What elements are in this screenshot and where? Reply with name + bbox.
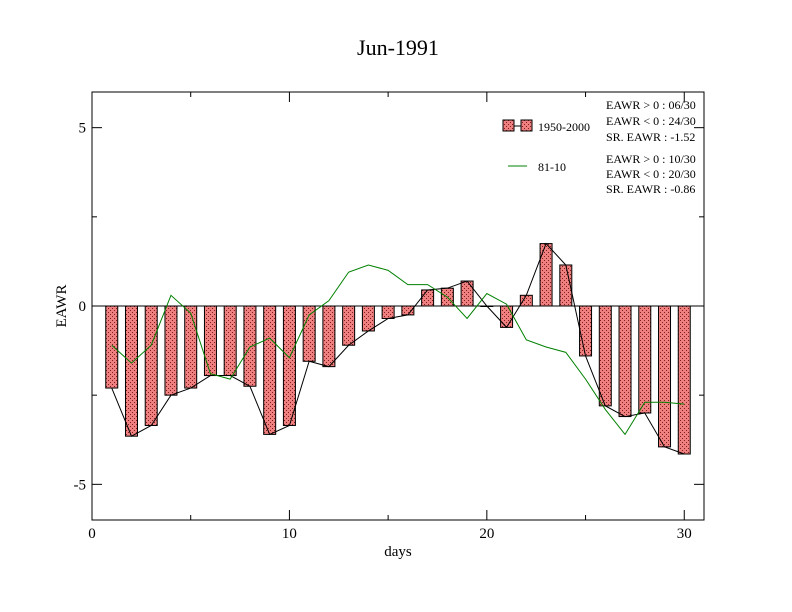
bar-day-30 — [677, 305, 691, 455]
legend-label-1: 1950-2000 — [538, 120, 590, 134]
series-81-10-line — [111, 264, 685, 436]
bar-day-16 — [401, 305, 415, 316]
series-1950-2000-line — [111, 242, 685, 455]
bar-day-29 — [658, 305, 672, 448]
y-tick-label--5: -5 — [74, 477, 87, 493]
bar-day-22 — [519, 294, 533, 307]
legend-stat-2-2: SR. EAWR : -0.86 — [606, 182, 695, 196]
chart-title: Jun-1991 — [357, 35, 439, 60]
bar-day-3 — [144, 305, 158, 426]
x-tick-label-30: 30 — [677, 526, 692, 542]
x-tick-label-20: 20 — [479, 526, 494, 542]
bar-day-4 — [164, 305, 178, 396]
bar-day-5 — [184, 305, 198, 389]
bar-day-25 — [579, 305, 593, 357]
legend: 1950-2000 EAWR > 0 : 06/30 EAWR < 0 : 24… — [502, 98, 696, 196]
bar-day-11 — [302, 305, 316, 362]
legend-stat-2-1: EAWR < 0 : 20/30 — [606, 167, 696, 181]
line-81-10 — [111, 264, 685, 436]
legend-swatch-bar-1 — [502, 119, 515, 132]
bar-day-1 — [105, 305, 119, 389]
x-tick-label-10: 10 — [282, 526, 297, 542]
bar-day-27 — [618, 305, 632, 418]
bar-day-2 — [124, 305, 138, 437]
bar-day-15 — [381, 305, 395, 319]
bar-day-17 — [421, 289, 435, 307]
bar-day-9 — [263, 305, 277, 435]
y-tick-label-0: 0 — [79, 299, 87, 315]
x-axis-label: days — [384, 544, 412, 560]
bar-day-28 — [638, 305, 652, 414]
bar-day-14 — [361, 305, 375, 332]
bar-day-7 — [223, 305, 237, 377]
bar-day-12 — [322, 305, 336, 368]
line-1950-2000 — [111, 242, 685, 455]
axis-ticks: 0 10 20 30 -5 0 5 — [74, 92, 704, 542]
bars-group — [105, 243, 691, 455]
bar-day-6 — [203, 305, 217, 377]
bar-day-26 — [598, 305, 612, 407]
bar-day-21 — [500, 305, 514, 328]
legend-stat-1-2: SR. EAWR : -1.52 — [606, 130, 695, 144]
bar-day-8 — [243, 305, 257, 387]
legend-entry-81-10: 81-10 EAWR > 0 : 10/30 EAWR < 0 : 20/30 … — [508, 152, 696, 196]
legend-entry-1950-2000: 1950-2000 EAWR > 0 : 06/30 EAWR < 0 : 24… — [502, 98, 696, 144]
legend-stat-2-0: EAWR > 0 : 10/30 — [606, 152, 696, 166]
legend-stat-1-1: EAWR < 0 : 24/30 — [606, 114, 696, 128]
y-tick-label-5: 5 — [79, 121, 87, 137]
legend-stat-1-0: EAWR > 0 : 06/30 — [606, 98, 696, 112]
bar-day-10 — [282, 305, 296, 426]
legend-label-2: 81-10 — [538, 160, 566, 174]
y-axis-label: EAWR — [54, 285, 70, 328]
legend-swatch-bar-1b — [520, 119, 533, 132]
x-tick-label-0: 0 — [88, 526, 96, 542]
bar-day-13 — [342, 305, 356, 346]
bar-day-23 — [539, 243, 553, 307]
bar-day-19 — [460, 280, 474, 307]
